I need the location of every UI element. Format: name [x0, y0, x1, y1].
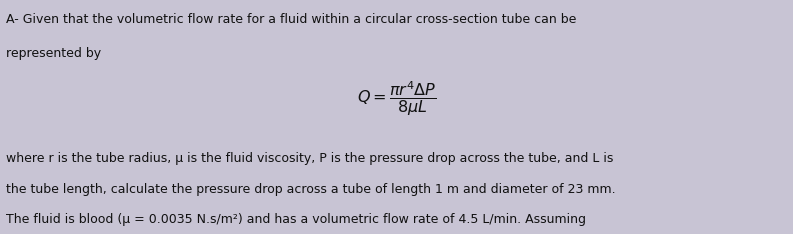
Text: where r is the tube radius, μ is the fluid viscosity, P is the pressure drop acr: where r is the tube radius, μ is the flu… [6, 152, 614, 165]
Text: the tube length, calculate the pressure drop across a tube of length 1 m and dia: the tube length, calculate the pressure … [6, 183, 616, 196]
Text: represented by: represented by [6, 47, 102, 60]
Text: The fluid is blood (μ = 0.0035 N.s/m²) and has a volumetric flow rate of 4.5 L/m: The fluid is blood (μ = 0.0035 N.s/m²) a… [6, 213, 586, 226]
Text: $Q = \dfrac{\pi r^4 \Delta P}{8\mu L}$: $Q = \dfrac{\pi r^4 \Delta P}{8\mu L}$ [357, 80, 436, 118]
Text: A- Given that the volumetric flow rate for a fluid within a circular cross-secti: A- Given that the volumetric flow rate f… [6, 13, 577, 26]
